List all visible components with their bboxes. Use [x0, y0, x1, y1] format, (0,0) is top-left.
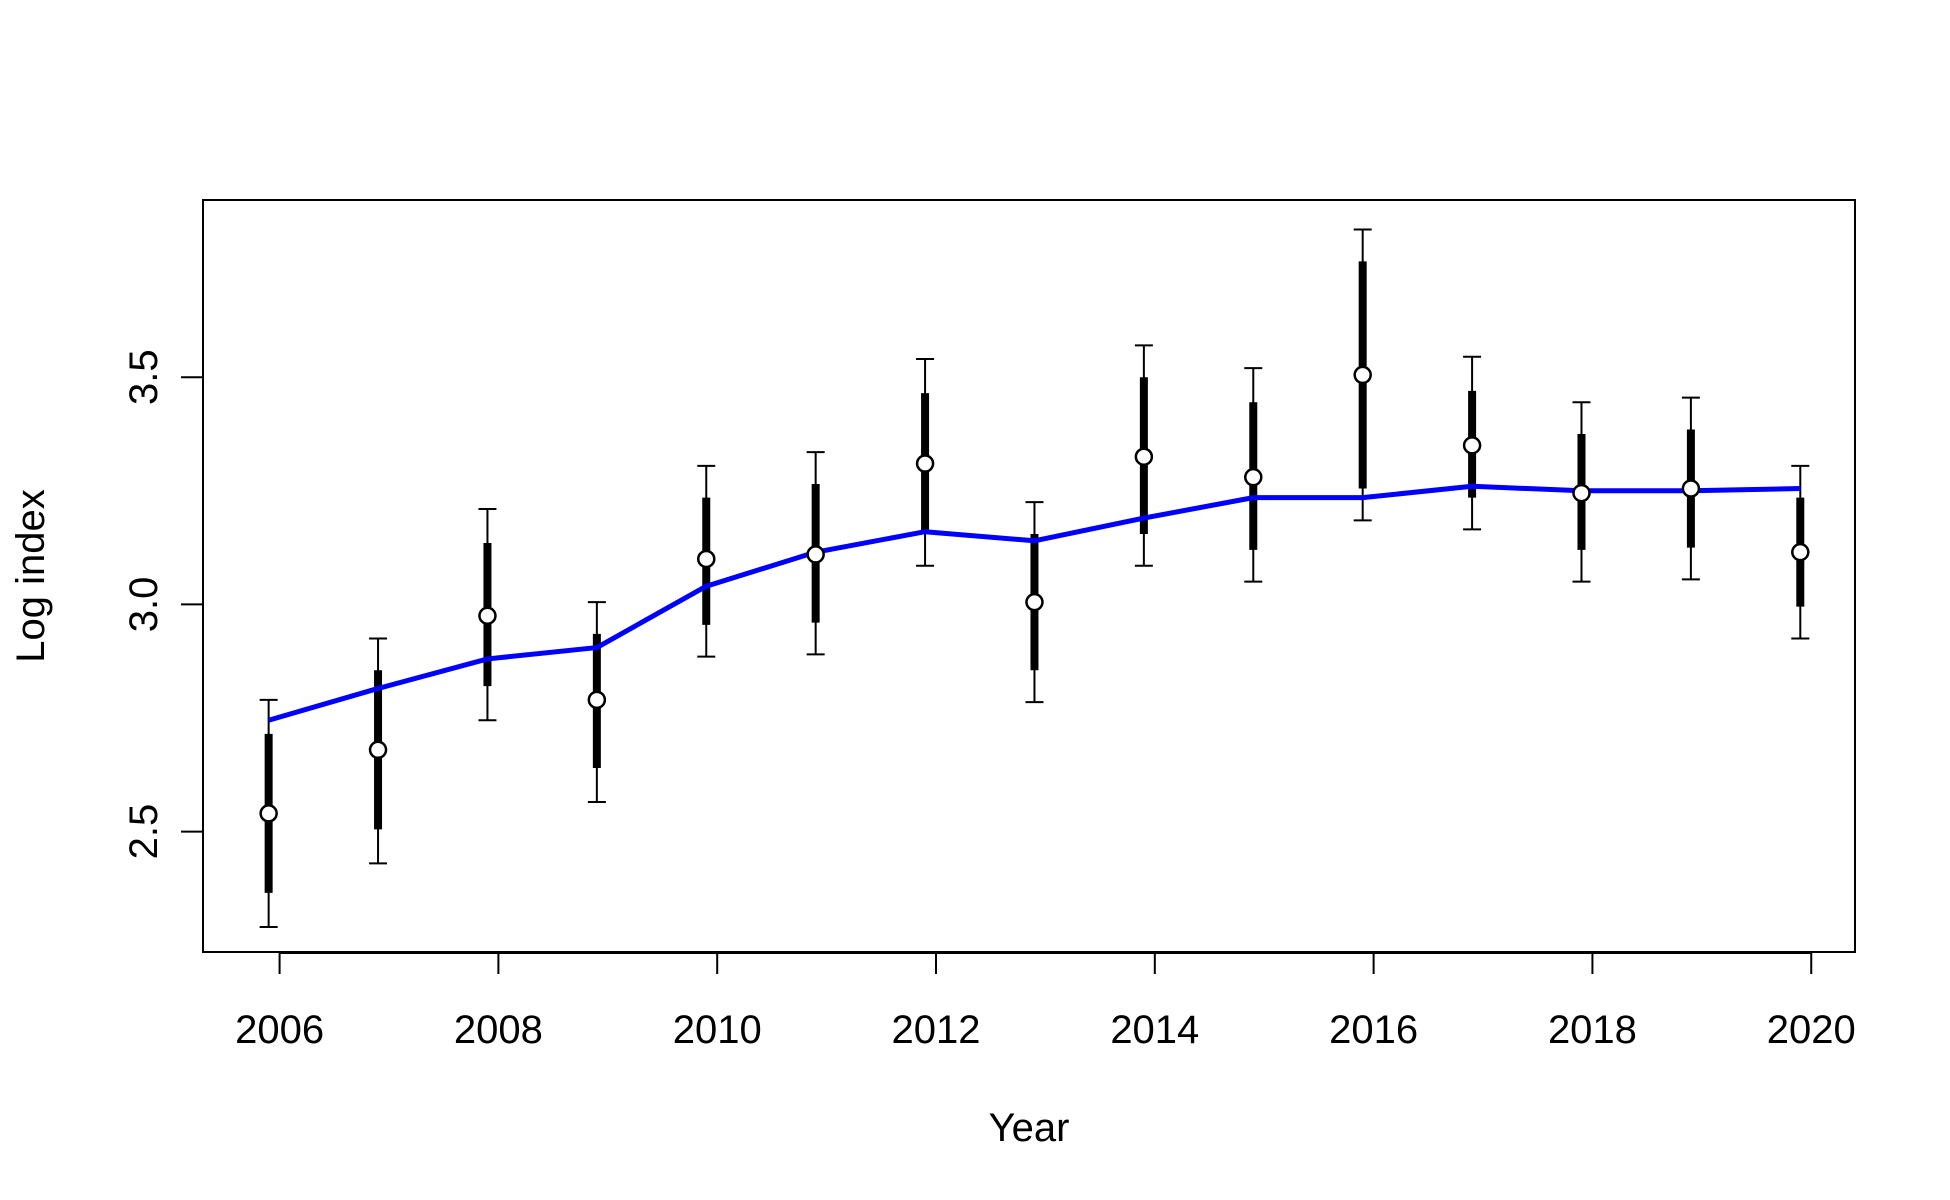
x-axis: 2006 2008 2010 2012 2014 2016 2018 2020: [235, 952, 1856, 1052]
observation-point: [1353, 365, 1372, 385]
observation-point: [368, 740, 388, 760]
observation-point: [1134, 447, 1154, 466]
observation-point: [1681, 479, 1701, 498]
observation-point: [1572, 483, 1591, 503]
plot-frame: [202, 199, 1856, 953]
y-axis-title: Log index: [9, 489, 53, 662]
observation-point: [587, 690, 607, 710]
x-tick-label: 2018: [1548, 1008, 1637, 1052]
observation-point: [1462, 436, 1482, 455]
x-tick-label: 2020: [1767, 1008, 1856, 1052]
y-axis: 2.5 3.0 3.5: [122, 349, 204, 860]
observation-point: [1791, 542, 1810, 562]
y-tick-label: 2.5: [122, 804, 166, 860]
x-tick-label: 2014: [1110, 1008, 1199, 1052]
observation-point: [1025, 592, 1044, 612]
observation-point: [697, 549, 716, 569]
error-bars: [259, 228, 1810, 929]
x-tick-label: 2016: [1329, 1008, 1418, 1052]
observation-point: [806, 545, 825, 564]
observation-point: [1244, 467, 1263, 487]
fitted-line: [267, 483, 1801, 723]
x-axis-title: Year: [989, 1106, 1070, 1150]
x-tick-label: 2010: [673, 1008, 762, 1052]
observation-points: [259, 365, 1810, 823]
observation-point: [259, 804, 278, 823]
y-tick-label: 3.0: [122, 577, 166, 633]
x-tick-label: 2012: [892, 1008, 981, 1052]
y-tick-label: 3.5: [122, 349, 166, 405]
observation-point: [915, 454, 935, 473]
x-tick-label: 2006: [235, 1008, 324, 1052]
x-tick-label: 2008: [454, 1008, 543, 1052]
observation-point: [478, 606, 497, 626]
